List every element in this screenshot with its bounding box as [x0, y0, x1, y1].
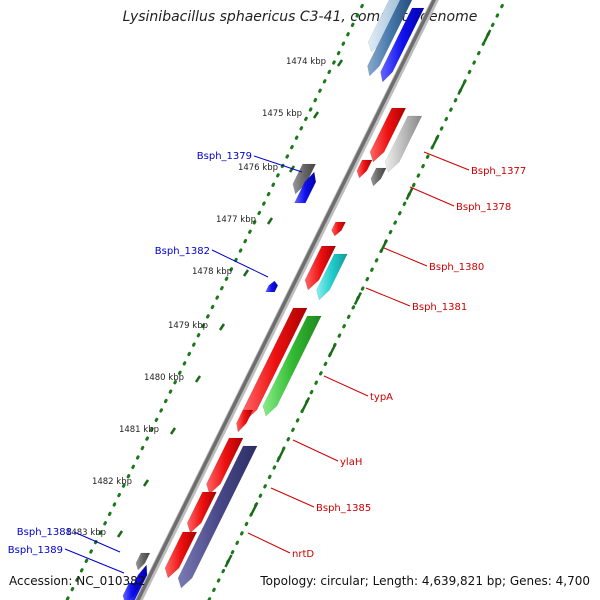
outer-tick: [431, 134, 440, 148]
tick-label: 1475 kbp: [262, 109, 302, 119]
leader-line: [292, 439, 339, 462]
gene-forward: [380, 7, 425, 83]
genome-backbone: [135, 0, 439, 600]
gene-label-reverse: typA: [370, 392, 393, 403]
gene-label-reverse: ylaH: [340, 457, 362, 468]
leader-line: [73, 531, 121, 553]
gene-reverse: [316, 253, 348, 301]
outer-tick: [224, 554, 233, 568]
tick-mark: [266, 217, 274, 225]
tick-label: 1480 kbp: [144, 373, 184, 383]
tick-mark: [194, 375, 202, 383]
gene-reverse: [384, 115, 423, 173]
tick-mark: [312, 111, 320, 119]
gene-reverse: [369, 107, 407, 163]
gene-label-reverse: Bsph_1381: [412, 302, 467, 313]
gene-forward: [292, 163, 317, 195]
gene-reverse: [164, 531, 198, 579]
gene-label-reverse: Bsph_1385: [316, 503, 371, 514]
tick-mark: [116, 530, 124, 538]
gene-label-forward: Bsph_1388: [17, 527, 72, 538]
gene-reverse: [206, 437, 244, 495]
gene-reverse: [242, 307, 308, 421]
gene-reverse: [331, 221, 346, 237]
gene-reverse: [262, 315, 322, 417]
gene-label-reverse: nrtD: [292, 549, 314, 560]
tick-label: 1483 kbp: [66, 528, 106, 538]
outer-tick: [353, 291, 362, 306]
outer-tick: [327, 344, 337, 358]
leader-line: [409, 186, 455, 207]
gene-reverse: [356, 159, 373, 179]
leader-line: [365, 287, 411, 307]
leader-line: [64, 548, 125, 574]
outer-tick: [457, 81, 466, 96]
outer-tick: [405, 186, 414, 201]
gene-label-forward: Bsph_1389: [8, 545, 63, 556]
leader-line: [253, 155, 303, 173]
tick-label: 1477 kbp: [216, 215, 256, 225]
leader-line: [423, 151, 470, 171]
tick-marks: 1474 kbp 1475 kbp 1476 kbp 1477 kbp 1478 kbp…: [66, 29, 492, 568]
gene-reverse: [186, 491, 217, 534]
gene-forward: [265, 280, 279, 293]
gene-label-reverse: Bsph_1377: [471, 166, 526, 177]
gene-forward: [367, 0, 413, 77]
gene-label-reverse: Bsph_1380: [429, 262, 484, 273]
inner-dotted-track: [65, 0, 367, 600]
gene-forward: [294, 171, 317, 204]
gene-features: [122, 0, 425, 600]
tick-label: 1478 kbp: [192, 267, 232, 277]
gene-reverse: [304, 245, 337, 291]
leader-line: [211, 249, 269, 278]
tick-label: 1476 kbp: [238, 163, 278, 173]
leader-line: [247, 532, 291, 554]
leader-line: [270, 487, 315, 508]
tick-label: 1474 kbp: [286, 57, 326, 67]
outer-tick: [379, 239, 388, 253]
gene-reverse: [370, 167, 387, 187]
gene-labels: Bsph_1379 Bsph_1382 Bsph_1388 Bsph_1389 Bsph…: [8, 151, 526, 560]
tick-mark: [242, 269, 250, 277]
summary-text: Topology: circular; Length: 4,639,821 bp…: [260, 574, 590, 588]
gene-reverse: [177, 445, 258, 589]
gene-forward: [135, 552, 151, 571]
tick-label: 1482 kbp: [92, 477, 132, 487]
leader-line: [323, 375, 369, 397]
tick-mark: [336, 59, 344, 67]
tick-mark: [218, 323, 226, 331]
tick-mark: [169, 427, 177, 435]
tick-label: 1481 kbp: [119, 425, 159, 435]
gene-label-reverse: Bsph_1378: [456, 202, 511, 213]
accession-text: Accession: NC_010382: [9, 574, 146, 588]
leader-line: [383, 247, 428, 267]
outer-tick: [483, 29, 492, 43]
label-leaders: [64, 151, 470, 574]
outer-tick: [250, 501, 259, 516]
outer-tick: [276, 449, 285, 463]
gene-reverse: [236, 409, 254, 433]
gene-label-forward: Bsph_1379: [197, 151, 252, 162]
tick-mark: [142, 479, 150, 487]
outer-tick: [301, 396, 311, 411]
gene-label-forward: Bsph_1382: [155, 246, 210, 257]
tick-label: 1479 kbp: [168, 321, 208, 331]
